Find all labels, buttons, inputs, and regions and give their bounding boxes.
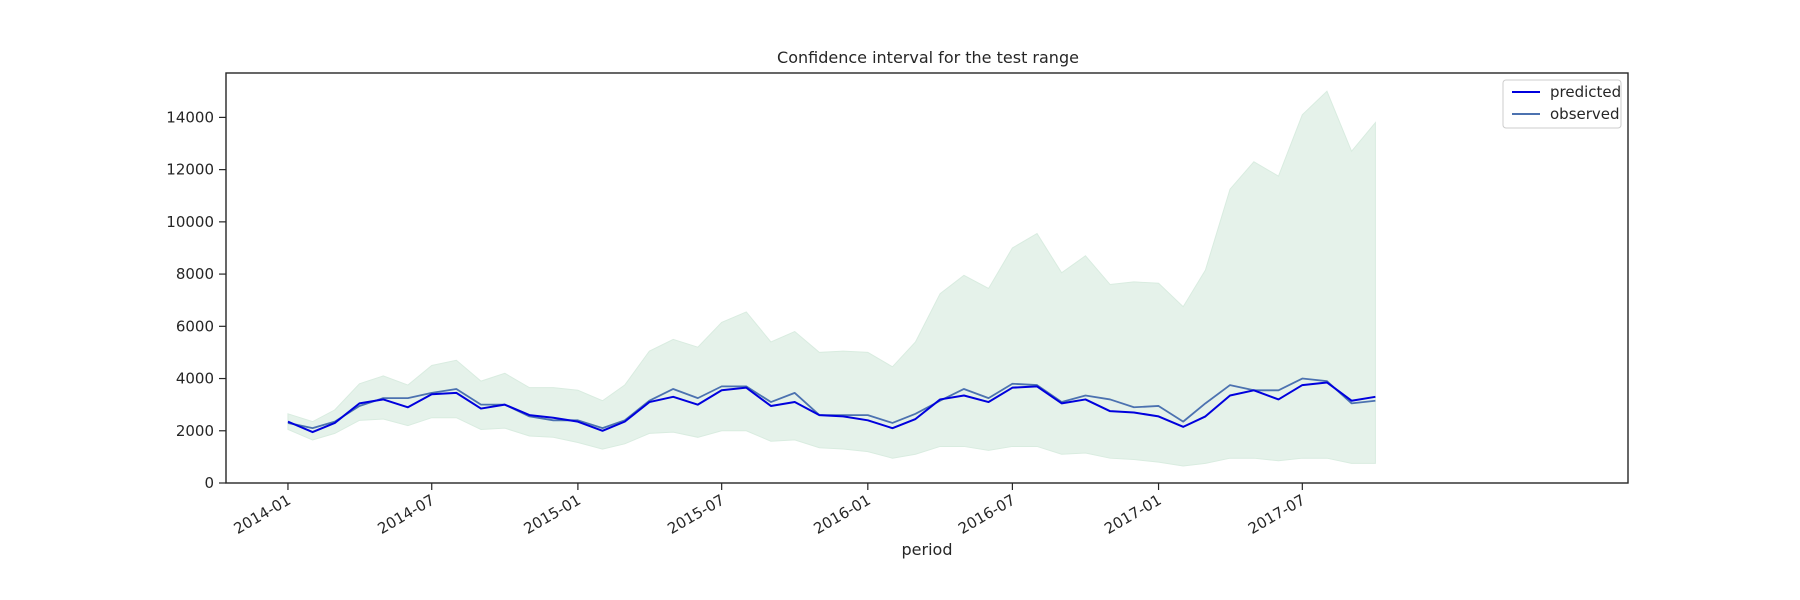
plot-area <box>287 90 1376 467</box>
y-tick-label: 6000 <box>176 317 214 335</box>
x-tick-label: 2016-07 <box>955 491 1018 538</box>
x-tick-label: 2017-01 <box>1101 491 1164 538</box>
x-tick-label: 2014-01 <box>231 491 294 538</box>
x-tick-label: 2015-01 <box>521 491 584 538</box>
x-tick-label: 2014-07 <box>374 491 437 538</box>
y-tick-label: 4000 <box>176 370 214 388</box>
x-axis-label: period <box>902 540 953 559</box>
legend-label-predicted: predicted <box>1550 83 1621 101</box>
y-tick-label: 10000 <box>166 213 214 231</box>
series-line-predicted <box>287 381 1376 434</box>
x-tick-label: 2016-01 <box>811 491 874 538</box>
legend: predicted observed <box>1502 79 1622 129</box>
x-tick-label: 2015-07 <box>664 491 727 538</box>
y-tick-label: 14000 <box>166 108 214 126</box>
legend-label-observed: observed <box>1550 105 1620 123</box>
y-tick-label: 0 <box>204 474 214 492</box>
y-axis: 0 2000 4000 6000 8000 10000 12000 14000 <box>166 108 226 492</box>
plot-frame <box>225 72 1629 484</box>
x-axis: 2014-01 2014-07 2015-01 2015-07 2016-01 2016-… <box>231 483 1308 538</box>
chart-title: Confidence interval for the test range <box>777 48 1079 67</box>
y-tick-label: 8000 <box>176 265 214 283</box>
x-tick-label: 2017-07 <box>1245 491 1308 538</box>
y-tick-label: 2000 <box>176 422 214 440</box>
y-tick-label: 12000 <box>166 161 214 179</box>
confidence-band <box>287 90 1376 467</box>
